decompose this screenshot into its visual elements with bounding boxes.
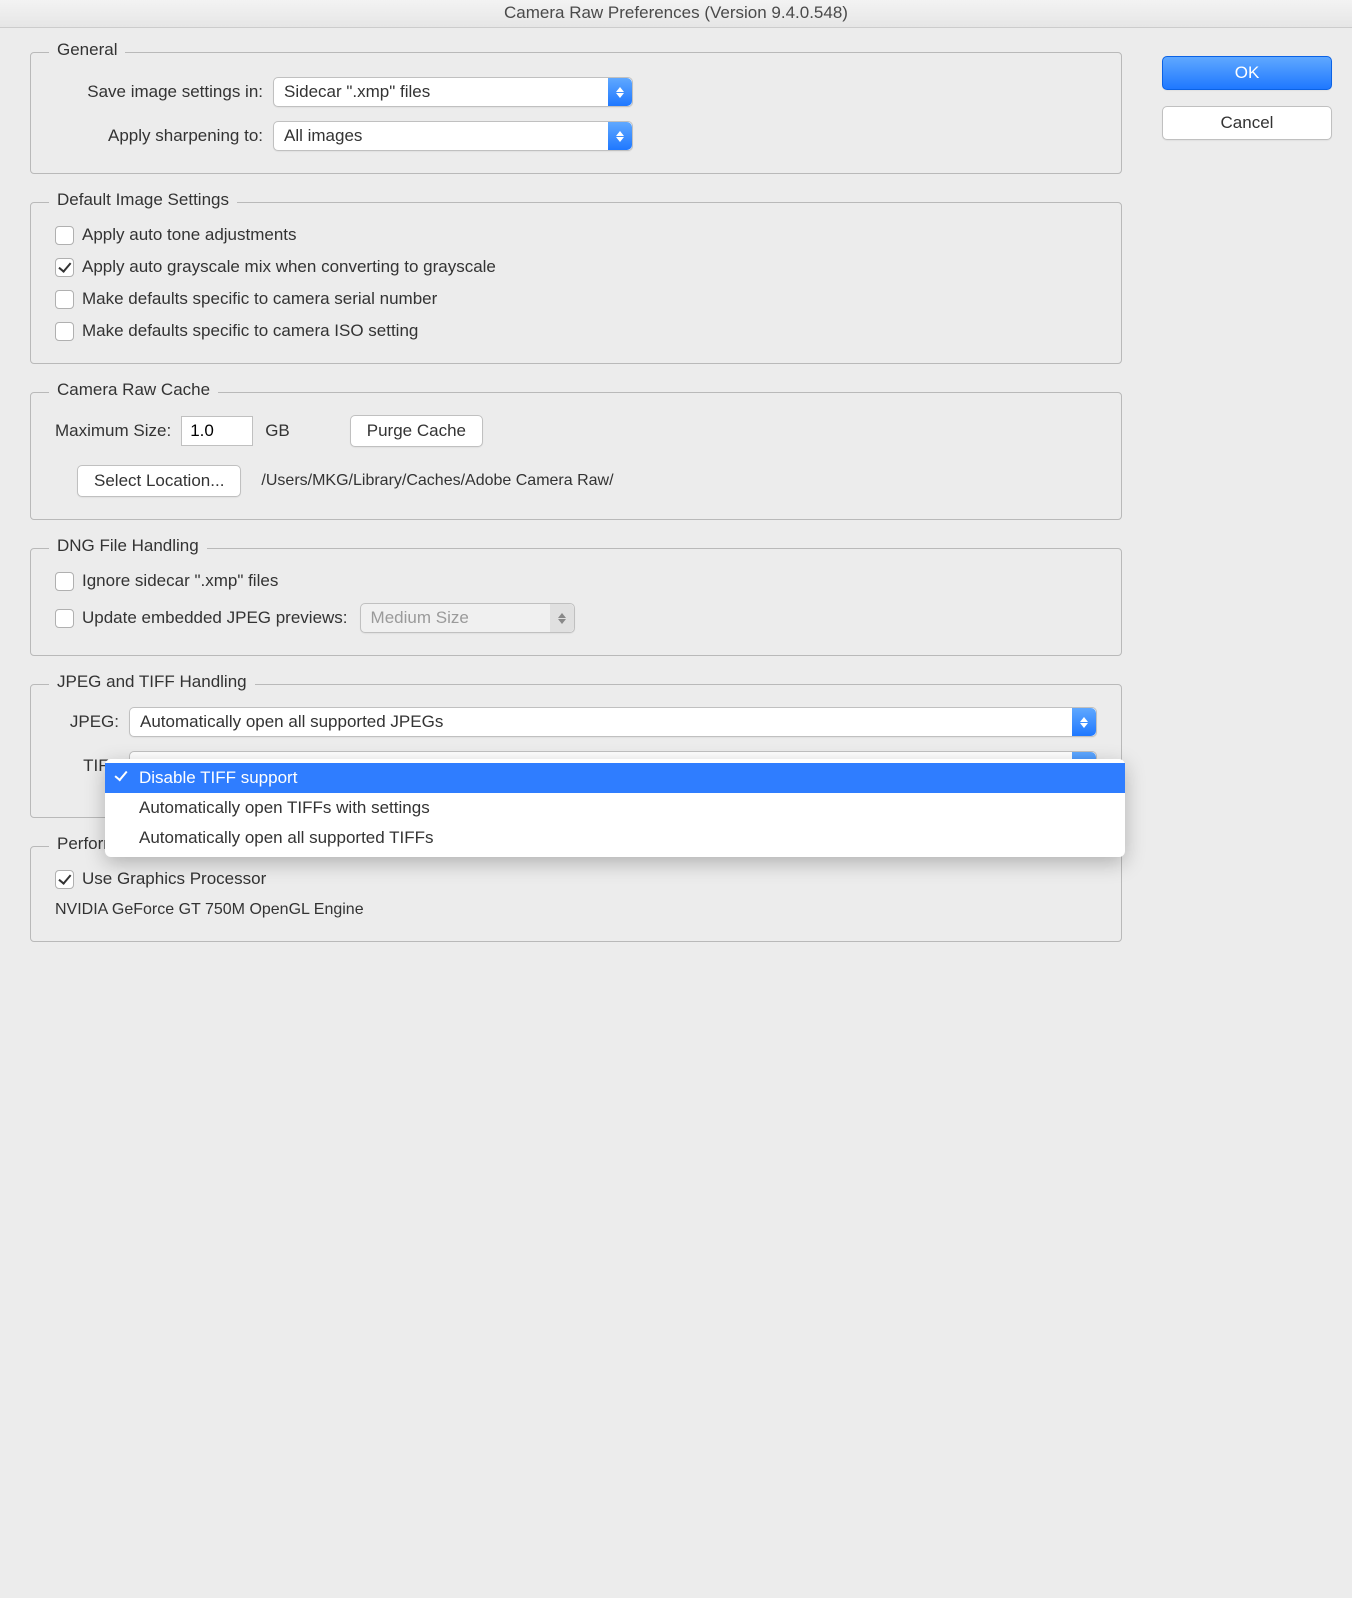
group-dng-legend: DNG File Handling bbox=[49, 536, 207, 556]
max-size-unit: GB bbox=[265, 421, 290, 441]
jpeg-label: JPEG: bbox=[55, 712, 119, 732]
checkmark-icon bbox=[114, 768, 127, 782]
save-settings-select[interactable]: Sidecar ".xmp" files bbox=[273, 77, 633, 107]
ignore-sidecar-checkbox[interactable] bbox=[55, 572, 74, 591]
chevron-updown-icon bbox=[608, 122, 632, 150]
tiff-option-label: Automatically open all supported TIFFs bbox=[139, 828, 434, 847]
cache-path: /Users/MKG/Library/Caches/Adobe Camera R… bbox=[261, 472, 613, 490]
group-general-legend: General bbox=[49, 40, 125, 60]
ok-button[interactable]: OK bbox=[1162, 56, 1332, 90]
use-gpu-checkbox[interactable] bbox=[55, 870, 74, 889]
chevron-updown-icon bbox=[550, 604, 574, 632]
group-jpegtiff: JPEG and TIFF Handling JPEG: Automatical… bbox=[30, 684, 1122, 818]
window-titlebar: Camera Raw Preferences (Version 9.4.0.54… bbox=[0, 0, 1352, 28]
chevron-updown-icon bbox=[1072, 708, 1096, 736]
jpeg-value: Automatically open all supported JPEGs bbox=[140, 712, 443, 732]
serial-defaults-checkbox[interactable] bbox=[55, 290, 74, 309]
jpeg-preview-select: Medium Size bbox=[360, 603, 575, 633]
tiff-dropdown-menu[interactable]: Disable TIFF support Automatically open … bbox=[105, 759, 1125, 857]
tiff-option-disable[interactable]: Disable TIFF support bbox=[105, 763, 1125, 793]
group-cache-legend: Camera Raw Cache bbox=[49, 380, 218, 400]
group-general: General Save image settings in: Sidecar … bbox=[30, 52, 1122, 174]
gpu-info: NVIDIA GeForce GT 750M OpenGL Engine bbox=[55, 901, 1097, 919]
group-defaults: Default Image Settings Apply auto tone a… bbox=[30, 202, 1122, 364]
sharpen-select[interactable]: All images bbox=[273, 121, 633, 151]
auto-grayscale-label: Apply auto grayscale mix when converting… bbox=[82, 257, 496, 277]
cancel-button[interactable]: Cancel bbox=[1162, 106, 1332, 140]
use-gpu-label: Use Graphics Processor bbox=[82, 869, 266, 889]
update-jpeg-label: Update embedded JPEG previews: bbox=[82, 608, 348, 628]
sharpen-value: All images bbox=[284, 126, 362, 146]
iso-defaults-label: Make defaults specific to camera ISO set… bbox=[82, 321, 418, 341]
jpeg-select[interactable]: Automatically open all supported JPEGs bbox=[129, 707, 1097, 737]
save-settings-label: Save image settings in: bbox=[55, 82, 273, 102]
select-location-button[interactable]: Select Location... bbox=[77, 465, 241, 497]
auto-tone-label: Apply auto tone adjustments bbox=[82, 225, 297, 245]
group-jpegtiff-legend: JPEG and TIFF Handling bbox=[49, 672, 255, 692]
save-settings-value: Sidecar ".xmp" files bbox=[284, 82, 430, 102]
ignore-sidecar-label: Ignore sidecar ".xmp" files bbox=[82, 571, 278, 591]
tiff-option-all-supported[interactable]: Automatically open all supported TIFFs bbox=[105, 823, 1125, 853]
max-size-input[interactable] bbox=[181, 416, 253, 446]
group-defaults-legend: Default Image Settings bbox=[49, 190, 237, 210]
tiff-option-with-settings[interactable]: Automatically open TIFFs with settings bbox=[105, 793, 1125, 823]
chevron-updown-icon bbox=[608, 78, 632, 106]
tiff-option-label: Disable TIFF support bbox=[139, 768, 297, 787]
max-size-label: Maximum Size: bbox=[55, 421, 171, 441]
sharpen-label: Apply sharpening to: bbox=[55, 126, 273, 146]
serial-defaults-label: Make defaults specific to camera serial … bbox=[82, 289, 437, 309]
group-performance: Performance Use Graphics Processor NVIDI… bbox=[30, 846, 1122, 942]
group-cache: Camera Raw Cache Maximum Size: GB Purge … bbox=[30, 392, 1122, 520]
purge-cache-button[interactable]: Purge Cache bbox=[350, 415, 483, 447]
group-dng: DNG File Handling Ignore sidecar ".xmp" … bbox=[30, 548, 1122, 656]
auto-tone-checkbox[interactable] bbox=[55, 226, 74, 245]
jpeg-preview-value: Medium Size bbox=[371, 608, 469, 628]
update-jpeg-checkbox[interactable] bbox=[55, 609, 74, 628]
auto-grayscale-checkbox[interactable] bbox=[55, 258, 74, 277]
tiff-option-label: Automatically open TIFFs with settings bbox=[139, 798, 430, 817]
iso-defaults-checkbox[interactable] bbox=[55, 322, 74, 341]
